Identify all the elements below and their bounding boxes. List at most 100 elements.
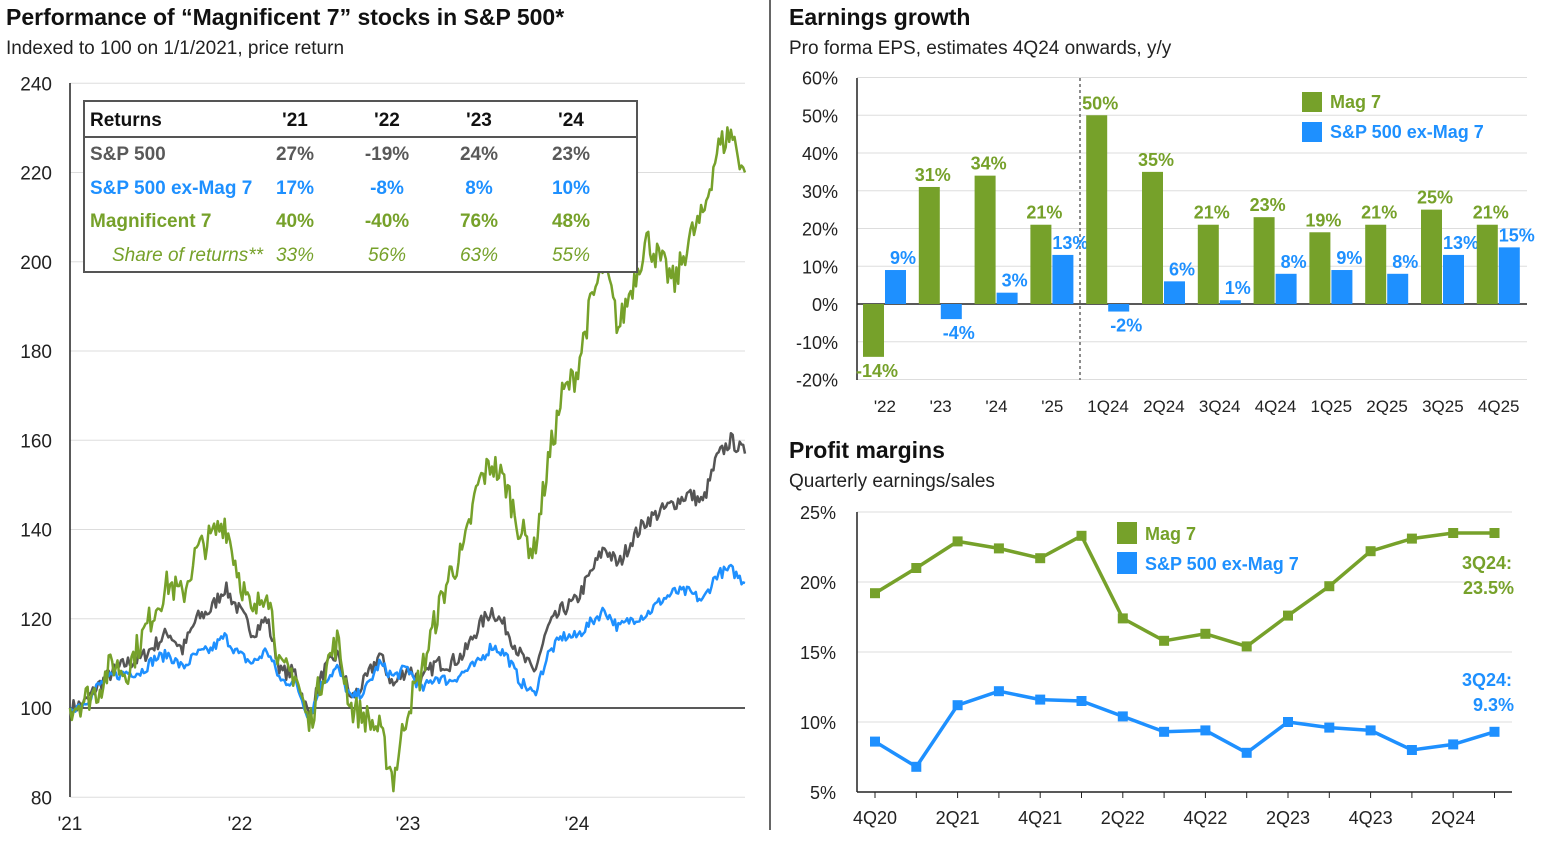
data-label: 21% bbox=[1026, 203, 1062, 223]
data-label: 21% bbox=[1194, 203, 1230, 223]
data-point bbox=[1241, 747, 1252, 758]
y-tick-label: 40% bbox=[802, 144, 838, 164]
x-tick-label: 2Q23 bbox=[1266, 808, 1310, 828]
y-tick-label: 120 bbox=[20, 610, 52, 631]
y-tick-label: 30% bbox=[802, 182, 838, 202]
table-cell: 55% bbox=[551, 244, 591, 266]
data-point bbox=[1365, 546, 1376, 557]
data-label: -4% bbox=[943, 323, 975, 343]
annotation: 23.5% bbox=[1463, 578, 1514, 598]
table-cell: -40% bbox=[364, 211, 410, 232]
data-label: -14% bbox=[856, 361, 898, 381]
data-point bbox=[1283, 610, 1293, 621]
bar-ex-mag7 bbox=[940, 304, 962, 320]
data-label: 34% bbox=[971, 154, 1007, 174]
data-point bbox=[993, 686, 1004, 697]
data-point bbox=[1448, 528, 1459, 538]
data-label: 19% bbox=[1305, 210, 1341, 230]
data-point bbox=[1406, 533, 1417, 544]
data-label: 3% bbox=[1002, 271, 1028, 291]
table-cell: '23 bbox=[466, 110, 492, 131]
data-label: 13% bbox=[1052, 233, 1088, 253]
table-cell: 76% bbox=[459, 211, 499, 232]
data-point bbox=[1489, 528, 1500, 538]
y-tick-label: 0% bbox=[812, 295, 838, 315]
table-cell: -19% bbox=[364, 144, 410, 165]
data-point bbox=[952, 700, 963, 711]
y-tick-label: -10% bbox=[796, 333, 838, 353]
series-line-magnificent-7 bbox=[68, 126, 747, 793]
bar-ex-mag7 bbox=[1275, 273, 1297, 304]
table-row-label: Magnificent 7 bbox=[90, 211, 212, 232]
bar-ex-mag7 bbox=[1443, 254, 1464, 304]
data-point bbox=[1076, 530, 1087, 541]
bar-ex-mag7 bbox=[1108, 304, 1130, 312]
data-point bbox=[952, 536, 963, 547]
data-point bbox=[1448, 739, 1459, 750]
annotation: 9.3% bbox=[1473, 695, 1514, 715]
bar-mag7 bbox=[863, 304, 884, 357]
bar-ex-mag7 bbox=[885, 270, 906, 304]
table-cell: 63% bbox=[459, 244, 499, 266]
legend-label: Mag 7 bbox=[1145, 524, 1196, 544]
annotation: 3Q24: bbox=[1462, 670, 1512, 690]
bar-mag7 bbox=[1197, 224, 1219, 304]
x-tick-label: 3Q25 bbox=[1422, 397, 1464, 416]
data-label: 21% bbox=[1473, 203, 1509, 223]
data-point bbox=[1200, 725, 1211, 736]
table-cell: 27% bbox=[275, 144, 315, 165]
table-cell: 40% bbox=[275, 211, 315, 232]
table-cell: 17% bbox=[275, 177, 315, 199]
x-tick-label: 2Q21 bbox=[936, 808, 980, 828]
data-label: 6% bbox=[1169, 259, 1195, 279]
bar-mag7 bbox=[1030, 224, 1052, 304]
bar-mag7 bbox=[1476, 224, 1498, 304]
data-label: 35% bbox=[1138, 150, 1174, 170]
table-cell: 33% bbox=[275, 244, 315, 266]
series-line-s-p-500 bbox=[68, 431, 747, 717]
x-tick-label: 1Q24 bbox=[1087, 397, 1129, 416]
legend-label: S&P 500 ex-Mag 7 bbox=[1330, 122, 1484, 142]
data-point bbox=[1324, 581, 1335, 592]
table-row-label: Returns bbox=[90, 110, 162, 131]
y-tick-label: 10% bbox=[802, 257, 838, 277]
bar-ex-mag7 bbox=[1219, 300, 1241, 304]
data-point bbox=[911, 563, 922, 573]
data-point bbox=[1117, 711, 1128, 722]
bar-mag7 bbox=[918, 186, 940, 304]
y-tick-label: 15% bbox=[800, 643, 836, 663]
returns-table: Returns '21'22'23'24 S&P 500 27% -19% 24% 23% S… bbox=[83, 100, 638, 273]
bar-ex-mag7 bbox=[1164, 281, 1185, 304]
bar-mag7 bbox=[974, 175, 996, 304]
data-label: 1% bbox=[1225, 278, 1251, 298]
x-tick-label: 4Q20 bbox=[853, 808, 897, 828]
legend-swatch bbox=[1302, 92, 1322, 112]
bar-ex-mag7 bbox=[1498, 247, 1520, 304]
data-point bbox=[1200, 628, 1211, 639]
table-row: Share of returns** 33% 56% 63% 55% bbox=[90, 245, 636, 275]
x-tick-label: 4Q22 bbox=[1183, 808, 1227, 828]
data-point bbox=[1159, 635, 1170, 646]
data-label: 8% bbox=[1281, 252, 1307, 272]
x-tick-label: 4Q21 bbox=[1018, 808, 1062, 828]
left-chart-subtitle: Indexed to 100 on 1/1/2021, price return bbox=[6, 38, 345, 59]
x-tick-label: 2Q25 bbox=[1366, 397, 1408, 416]
x-tick-label: '23 bbox=[930, 397, 952, 416]
data-label: 50% bbox=[1082, 93, 1118, 113]
x-tick-label: 3Q24 bbox=[1199, 397, 1241, 416]
margins-subtitle: Quarterly earnings/sales bbox=[789, 471, 995, 492]
earnings-subtitle: Pro forma EPS, estimates 4Q24 onwards, y… bbox=[789, 38, 1172, 59]
bar-mag7 bbox=[1086, 115, 1108, 304]
data-point bbox=[1159, 726, 1170, 737]
data-point bbox=[870, 588, 880, 599]
table-cell: 48% bbox=[551, 211, 591, 232]
data-label: 25% bbox=[1417, 188, 1453, 208]
x-tick-label: '21 bbox=[58, 814, 83, 835]
data-point bbox=[1035, 694, 1046, 705]
y-tick-label: 200 bbox=[20, 253, 52, 274]
table-cell: 10% bbox=[551, 177, 591, 199]
x-tick-label: 4Q25 bbox=[1478, 397, 1520, 416]
legend-label: Mag 7 bbox=[1330, 92, 1381, 112]
bar-ex-mag7 bbox=[996, 292, 1018, 304]
